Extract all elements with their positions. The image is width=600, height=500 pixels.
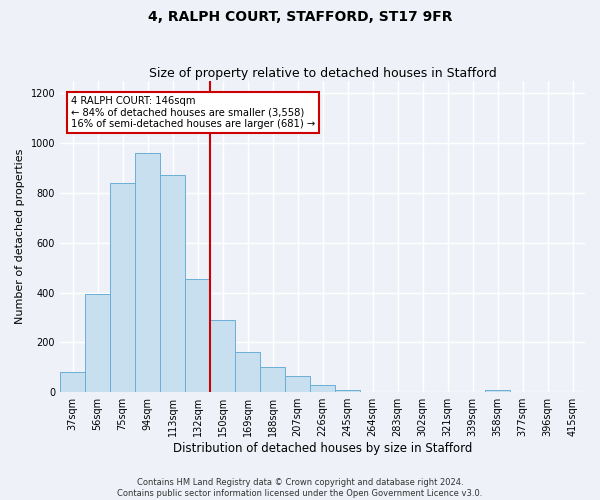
Bar [310, 384, 335, 392]
X-axis label: Distribution of detached houses by size in Stafford: Distribution of detached houses by size … [173, 442, 472, 455]
Bar [60, 372, 85, 392]
Bar [210, 320, 235, 392]
Bar [135, 153, 160, 392]
Bar [235, 352, 260, 392]
Bar [285, 376, 310, 392]
Bar [485, 390, 510, 392]
Bar [185, 279, 210, 392]
Bar [110, 183, 135, 392]
Text: 4 RALPH COURT: 146sqm
← 84% of detached houses are smaller (3,558)
16% of semi-d: 4 RALPH COURT: 146sqm ← 84% of detached … [71, 96, 315, 130]
Bar [85, 294, 110, 392]
Bar [260, 368, 285, 392]
Bar [160, 176, 185, 392]
Bar [335, 390, 360, 392]
Y-axis label: Number of detached properties: Number of detached properties [15, 149, 25, 324]
Text: Contains HM Land Registry data © Crown copyright and database right 2024.
Contai: Contains HM Land Registry data © Crown c… [118, 478, 482, 498]
Title: Size of property relative to detached houses in Stafford: Size of property relative to detached ho… [149, 66, 496, 80]
Text: 4, RALPH COURT, STAFFORD, ST17 9FR: 4, RALPH COURT, STAFFORD, ST17 9FR [148, 10, 452, 24]
